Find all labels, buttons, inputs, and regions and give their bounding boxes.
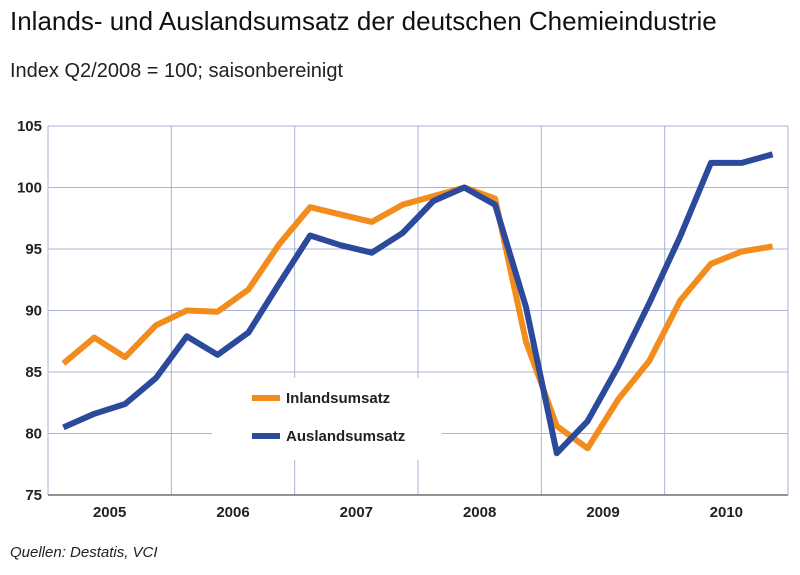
legend-label-inlandsumsatz: Inlandsumsatz xyxy=(286,390,390,407)
legend-label-auslandsumsatz: Auslandsumsatz xyxy=(286,428,405,445)
y-tick-label: 85 xyxy=(25,364,42,381)
x-tick-label-2005: 2005 xyxy=(93,504,126,521)
y-tick-label: 100 xyxy=(17,180,42,197)
chart-subtitle: Index Q2/2008 = 100; saisonbereinigt xyxy=(10,60,344,82)
x-tick-label-2010: 2010 xyxy=(710,504,743,521)
x-tick-label-2009: 2009 xyxy=(586,504,619,521)
y-tick-label: 90 xyxy=(25,303,42,320)
y-tick-label: 80 xyxy=(25,426,42,443)
chart-title: Inlands- und Auslandsumsatz der deutsche… xyxy=(10,6,717,36)
y-tick-label: 95 xyxy=(25,241,42,258)
legend-background xyxy=(212,378,442,460)
legend: Inlandsumsatz Auslandsumsatz xyxy=(212,378,442,460)
series-line-auslandsumsatz xyxy=(62,151,774,457)
series-line-inlandsumsatz xyxy=(61,184,774,452)
x-tick-label-2008: 2008 xyxy=(463,504,496,521)
y-tick-label: 105 xyxy=(17,118,42,135)
x-tick-label-2006: 2006 xyxy=(216,504,249,521)
source-note: Quellen: Destatis, VCI xyxy=(10,544,158,561)
y-tick-label: 75 xyxy=(25,487,42,504)
x-tick-label-2007: 2007 xyxy=(340,504,373,521)
